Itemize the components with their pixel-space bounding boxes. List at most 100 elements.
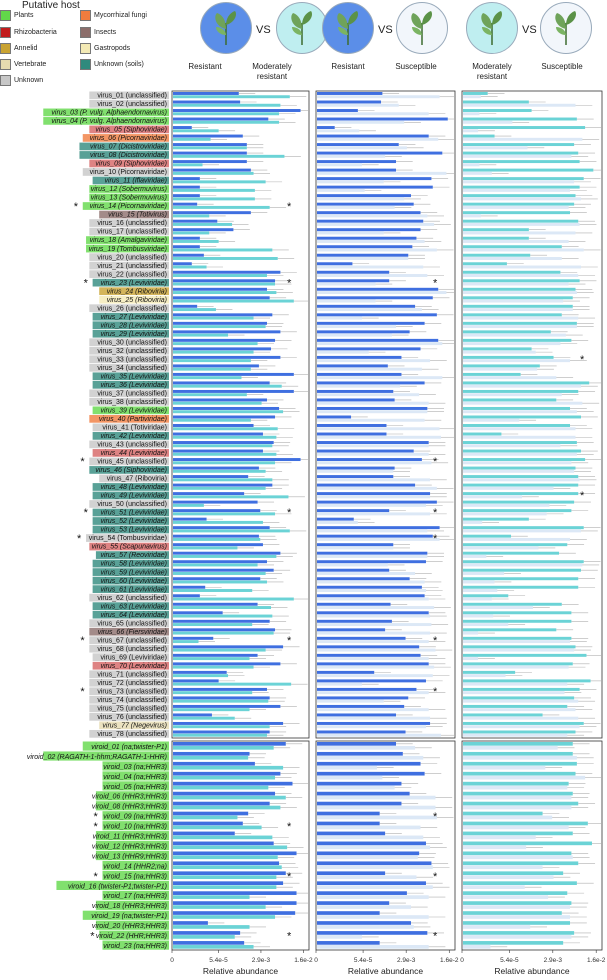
bar-A-viroid_12 [173, 841, 274, 846]
vs-label-3: VS [522, 24, 537, 36]
x-tick-label: 1.6e-2 [587, 957, 606, 964]
bar-B-virus_72 [173, 682, 292, 686]
row-label-viroid_08: viroid_08 (HHR3;HHR3) [92, 804, 167, 811]
host-highlight-virus_27 [92, 312, 169, 321]
host-highlight-virus_04 [43, 117, 169, 125]
host-highlight-viroid_19 [82, 910, 169, 920]
bar-F-virus_66 [463, 631, 479, 635]
bar-A-viroid_23 [173, 941, 245, 945]
host-highlight-viroid_22 [99, 930, 169, 940]
row-label-virus_58: virus_58 (Leviviridae) [100, 561, 167, 568]
bar-B-virus_12 [173, 188, 255, 192]
bar-D-virus_64 [317, 614, 431, 618]
bar-A-virus_32 [173, 347, 272, 351]
bar-A-virus_59 [173, 568, 274, 572]
bar-E-virus_16 [463, 219, 579, 223]
bar-F-viroid_01 [463, 745, 558, 750]
bar-F-virus_01 [463, 95, 481, 99]
bar-E-virus_72 [463, 679, 591, 683]
bar-F-virus_26 [463, 308, 573, 312]
x-tick-label: 1.6e-2 [294, 957, 313, 964]
bar-D-virus_05 [317, 129, 360, 133]
bar-F-virus_08 [463, 154, 572, 158]
host-highlight-virus_24 [99, 287, 169, 296]
bar-E-viroid_01 [463, 742, 573, 746]
bar-F-viroid_16 [463, 885, 525, 889]
bar-E-virus_73 [463, 687, 580, 691]
bar-F-viroid_08 [463, 805, 572, 810]
host-highlight-virus_10 [82, 168, 169, 176]
host-highlight-viroid_06 [95, 791, 169, 801]
legend-swatch [0, 10, 11, 21]
bar-A-virus_05 [173, 126, 192, 130]
bar-A-virus_14 [173, 202, 198, 206]
bar-C-virus_05 [317, 126, 335, 130]
bar-F-virus_46 [463, 469, 575, 473]
bar-F-virus_55 [463, 546, 539, 550]
resistant-plant-icon [200, 2, 252, 54]
bar-E-viroid_16 [463, 881, 577, 886]
bar-C-virus_26 [317, 304, 416, 308]
bar-C-virus_63 [317, 602, 391, 606]
bar-A-virus_76 [173, 713, 212, 717]
row-label-virus_09: virus_09 (Siphoviridae) [95, 161, 167, 168]
bar-C-virus_20 [317, 253, 409, 257]
row-label-virus_45: virus_45 (unclassified) [97, 459, 167, 466]
bar-F-virus_72 [463, 682, 568, 686]
bar-F-virus_51 [463, 512, 547, 516]
bar-D-virus_04 [317, 120, 405, 124]
host-highlight-virus_37 [89, 389, 169, 398]
bar-D-virus_25 [317, 299, 376, 303]
host-highlight-virus_46 [89, 466, 169, 474]
bar-B-virus_46 [173, 469, 266, 473]
bar-C-virus_27 [317, 313, 437, 317]
bar-B-virus_11 [173, 180, 266, 184]
row-label-virus_69: virus_69 (Leviviridae) [100, 654, 167, 661]
panel-frame-viroid [315, 740, 456, 951]
host-highlight-viroid_14 [102, 860, 169, 871]
bar-A-virus_42 [173, 432, 263, 436]
significance-star-left-viroid_10: * [93, 821, 98, 833]
bar-B-viroid_18 [173, 905, 266, 909]
bar-E-virus_71 [463, 670, 516, 674]
bar-B-virus_54 [173, 537, 261, 541]
bar-A-virus_50 [173, 500, 258, 504]
bar-B-virus_50 [173, 503, 204, 507]
bar-E-viroid_12 [463, 841, 592, 846]
row-label-virus_13: virus_13 (Sobermuvirus) [91, 195, 167, 202]
bar-A-virus_54 [173, 534, 259, 538]
row-label-virus_07: virus_07 (Dicistroviridae) [90, 144, 167, 151]
bar-A-virus_64 [173, 611, 223, 615]
host-highlight-virus_52 [92, 517, 169, 525]
bar-C-virus_44 [317, 449, 414, 453]
bar-D-viroid_08 [317, 805, 436, 810]
bar-B-virus_17 [173, 231, 210, 235]
bar-F-viroid_20 [463, 925, 531, 929]
bar-E-virus_27 [463, 313, 562, 317]
bar-A-viroid_03 [173, 761, 255, 766]
bar-C-virus_75 [317, 704, 405, 708]
bar-A-viroid_16 [173, 881, 284, 886]
host-highlight-viroid_16 [56, 880, 169, 890]
row-label-virus_05: virus_05 (Siphoviridae) [95, 127, 167, 134]
bar-C-virus_12 [317, 185, 433, 189]
bar-D-virus_49 [317, 495, 431, 499]
bar-E-virus_44 [463, 449, 581, 453]
bar-F-virus_06 [463, 137, 583, 141]
bar-F-virus_25 [463, 299, 564, 303]
host-highlight-viroid_20 [95, 920, 169, 930]
host-highlight-virus_74 [89, 695, 169, 704]
host-highlight-viroid_18 [95, 900, 169, 910]
legend-label: Plants [14, 12, 34, 19]
host-highlight-viroid_02 [43, 751, 169, 761]
bar-A-virus_48 [173, 483, 273, 487]
bar-A-virus_07 [173, 143, 247, 147]
row-label-virus_53: virus_53 (Leviviridae) [100, 527, 167, 534]
bar-B-virus_55 [173, 546, 238, 550]
row-label-virus_02: virus_02 (unclassified) [97, 101, 167, 108]
bar-D-virus_15 [317, 214, 428, 218]
bar-F-virus_37 [463, 393, 562, 397]
host-highlight-virus_41 [92, 423, 169, 432]
bar-E-virus_49 [463, 492, 579, 496]
row-label-virus_33: virus_33 (unclassified) [97, 356, 167, 363]
